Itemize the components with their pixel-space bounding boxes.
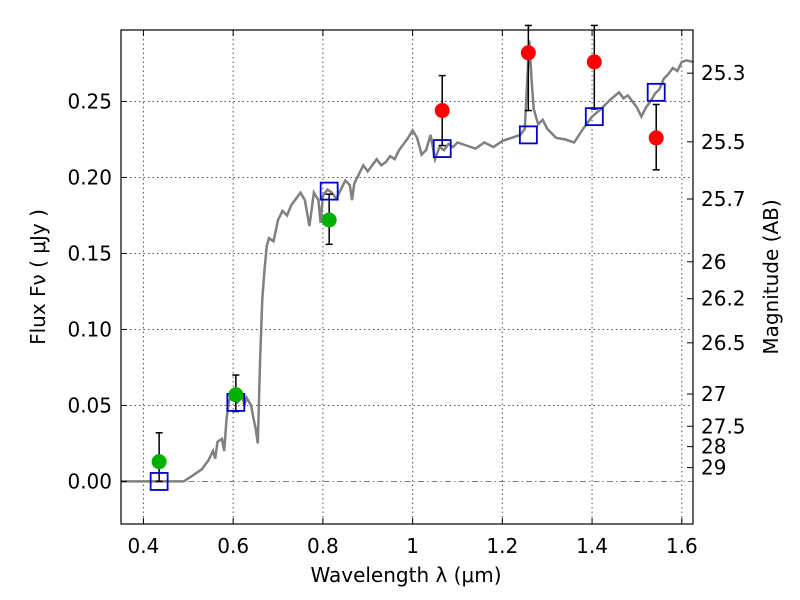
observed-flux-point [434,103,450,119]
x-tick-labels: 0.4 0.6 0.8 1 1.2 1.4 1.6 [128,534,698,558]
model-photometry-square [432,139,452,158]
observed-flux-point [648,130,664,146]
y-tick-label: 0.25 [67,89,112,113]
y-tick-label: 0.10 [67,317,112,341]
magnitude-tick-label: 25.7 [701,187,746,211]
model-photometry-square [518,125,538,145]
x-tick-label: 1.2 [486,534,518,558]
x-tick-label: 1.4 [576,534,608,558]
magnitude-tick-label: 26 [701,250,726,274]
magnitude-tick-label: 27.5 [701,414,746,438]
magnitude-tick-label: 29 [701,456,726,480]
axis-ticks [121,30,693,524]
error-bars [155,24,660,483]
y-tick-label: 0.00 [67,469,112,493]
observed-flux-point [151,454,167,470]
y-tick-labels: 0.00 0.05 0.10 0.15 0.20 0.25 [67,89,112,493]
magnitude-tick-label: 28 [701,435,726,459]
model-photometry-square [584,107,604,127]
magnitude-tick-label: 25.5 [701,130,746,154]
model-photometry-square [319,181,339,201]
x-tick-label: 0.8 [307,534,339,558]
magnitude-tick-label: 26.2 [701,287,746,311]
observed-flux-point [321,212,337,228]
x-axis-label: Wavelength λ (μm) [310,563,501,587]
plot-frame [120,29,694,525]
magnitude-axis-label: Magnitude (AB) [759,199,783,354]
y-tick-label: 0.20 [67,165,112,189]
model-photometry-square [149,472,169,491]
model-photometry-square [646,82,666,102]
magnitude-tick-label: 26.5 [701,331,746,355]
observed-flux-point [520,45,536,61]
x-tick-label: 0.6 [217,534,249,558]
y-tick-label: 0.05 [67,393,112,417]
x-tick-label: 0.4 [128,534,160,558]
observed-flux-point [586,54,602,70]
y-axis-label: Flux Fν ( μJy ) [26,209,50,345]
x-tick-label: 1 [406,534,419,558]
magnitude-tick-label: 25.3 [701,61,746,85]
y-tick-label: 0.15 [67,241,112,265]
model-spectrum-line [121,40,694,483]
data-markers [149,45,666,491]
magnitude-tick-label: 27 [701,382,726,406]
observed-flux-point [228,387,244,403]
x-tick-label: 1.6 [666,534,698,558]
